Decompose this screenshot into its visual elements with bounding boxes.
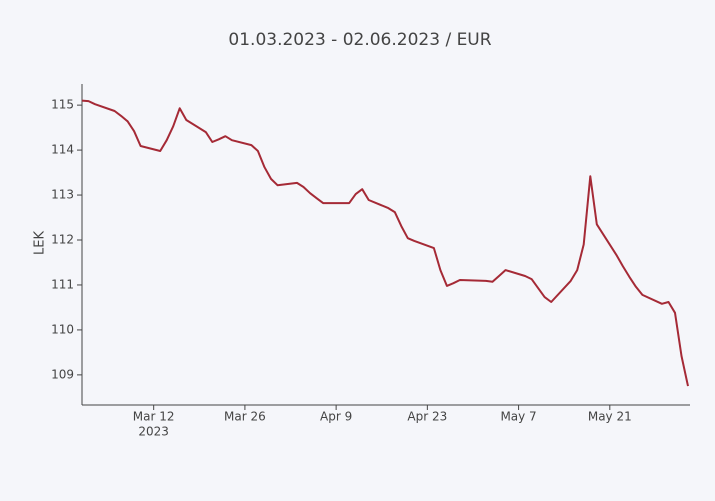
y-tick-label: 115 [51, 98, 74, 112]
x-tick-label: Apr 9 [320, 410, 352, 424]
y-tick-label: 110 [51, 322, 74, 336]
y-tick-label: 113 [51, 188, 74, 202]
y-tick-label: 114 [51, 143, 74, 157]
chart-title: 01.03.2023 - 02.06.2023 / EUR [228, 30, 491, 50]
x-tick-label: Apr 23 [407, 410, 447, 424]
line-series [81, 99, 689, 387]
x-tick-year: 2023 [138, 425, 169, 439]
y-tick-label: 109 [51, 367, 74, 381]
y-tick-label: 111 [51, 277, 74, 291]
x-tick-label: Mar 12 [133, 410, 175, 424]
x-tick-label: May 7 [500, 410, 536, 424]
x-tick-label: Mar 26 [224, 410, 266, 424]
x-tick-label: May 21 [588, 410, 632, 424]
y-axis-label: LEK [33, 231, 48, 255]
y-tick-label: 112 [51, 233, 74, 247]
